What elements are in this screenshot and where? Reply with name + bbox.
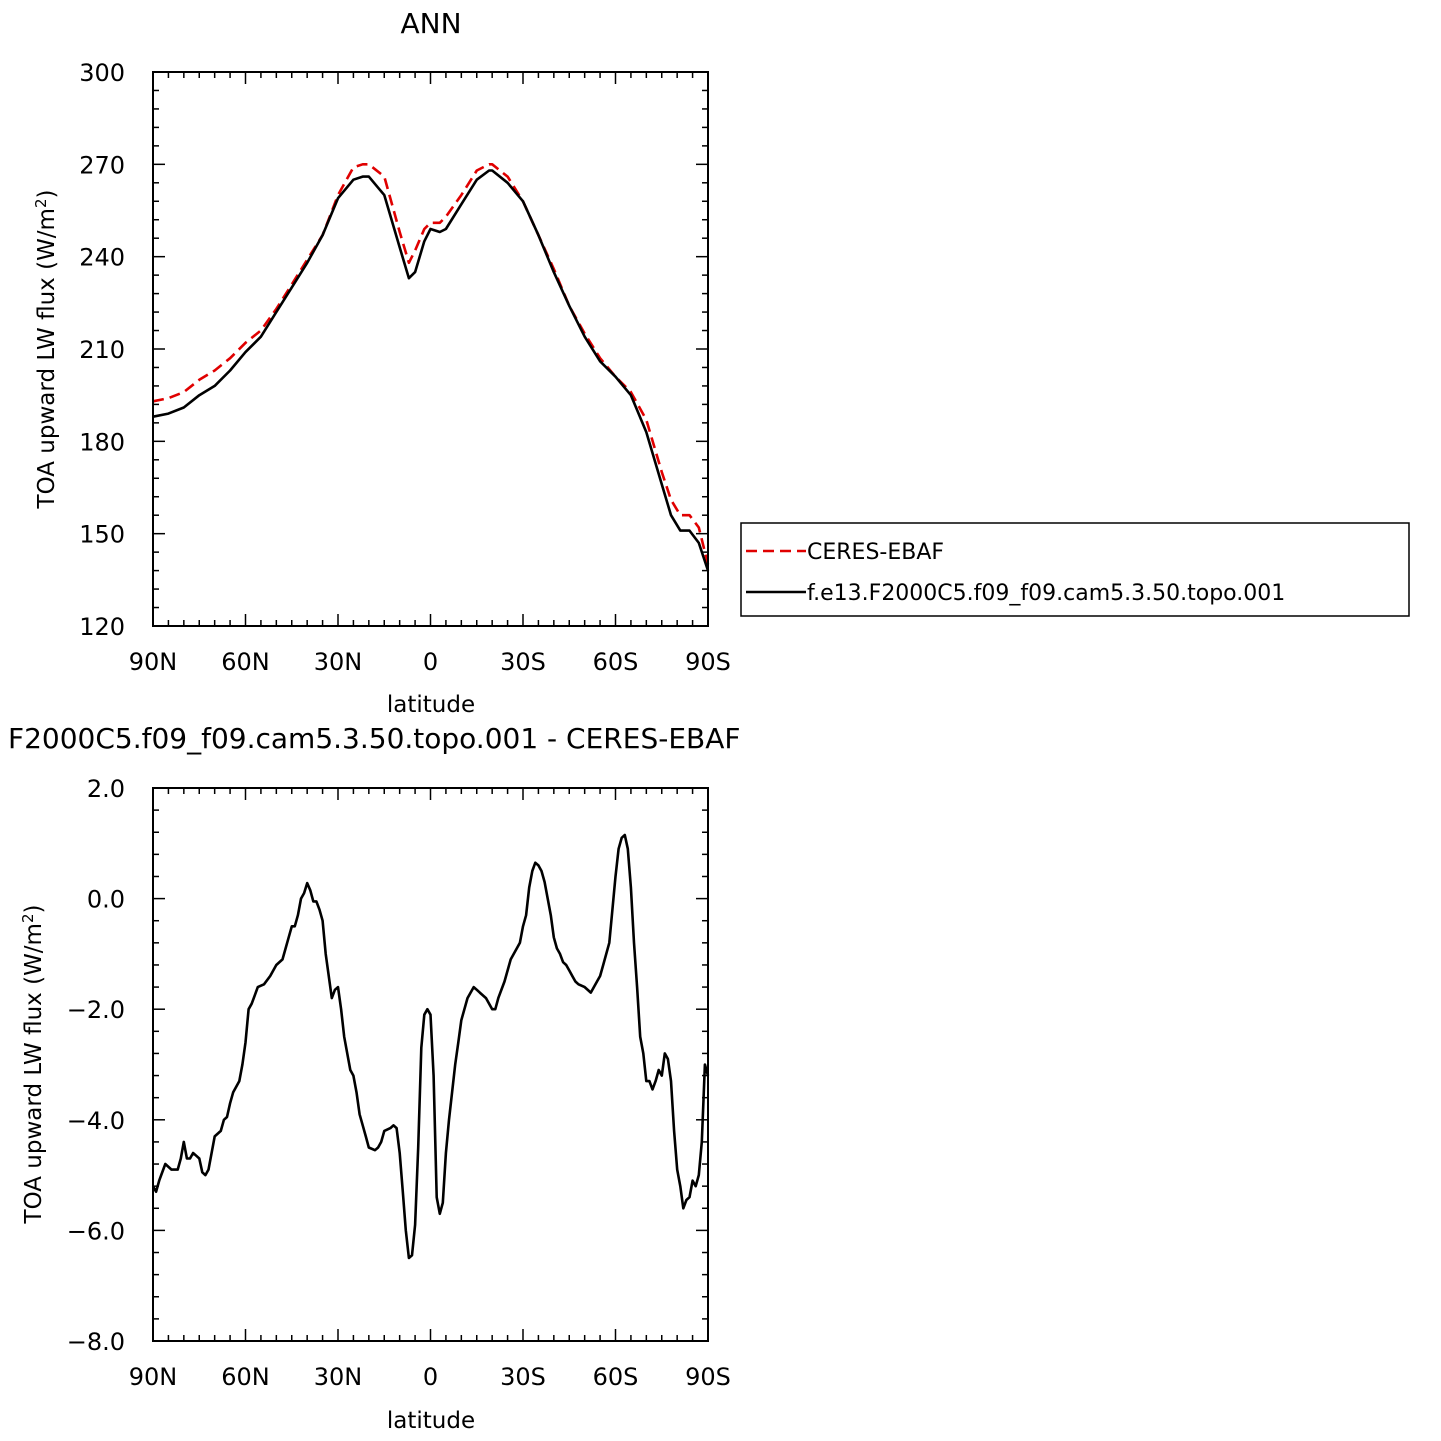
- panel-top-series-2-line: [152, 169, 710, 572]
- panel-top-series-1-line: [152, 163, 710, 565]
- legend-label-model: f.e13.F2000C5.f09_f09.cam5.3.50.topo.001: [807, 581, 1285, 606]
- panel-top-frame: [152, 71, 709, 627]
- panel-bottom-xtick-label: 60S: [593, 1363, 639, 1391]
- panel-bottom-ylabel-sup: 2: [19, 913, 37, 923]
- panel-bottom-xtick-label: 30S: [500, 1363, 546, 1391]
- panel-top-xtick-label: 30N: [314, 648, 363, 676]
- panel-bottom-ytick-label: 0.0: [87, 886, 125, 914]
- legend-box: [740, 522, 1410, 617]
- panel-top-ytick-label: 150: [79, 521, 125, 549]
- panel-bottom-ytick-label: −4.0: [67, 1107, 125, 1135]
- panel-top-ytick-label: 120: [79, 613, 125, 641]
- panel-bottom-ytick-label: 2.0: [87, 775, 125, 803]
- panel-bottom-xtick-label: 60N: [221, 1363, 270, 1391]
- panel-bottom-ytick-label: −8.0: [67, 1328, 125, 1356]
- panel-bottom: F2000C5.f09_f09.cam5.3.50.topo.001 - CER…: [8, 722, 740, 1434]
- panel-top-xtick-label: 90S: [685, 648, 731, 676]
- panel-top-plot: 90N 60N 30N 0 30S 60S 90S 120 150 180 210 240 270 300: [79, 59, 731, 676]
- panel-bottom-series-1-line: [151, 833, 710, 1260]
- panel-bottom-xtick-label: 90N: [129, 1363, 178, 1391]
- panel-bottom-xtick-label: 0: [423, 1363, 438, 1391]
- panel-top-ytick-label: 270: [79, 151, 125, 179]
- panel-bottom-ylabel-close: ): [21, 905, 47, 914]
- panel-top-xtick-label: 60S: [593, 648, 639, 676]
- panel-top-ytick-label: 180: [79, 428, 125, 456]
- legend-label-ceres: CERES-EBAF: [807, 540, 944, 565]
- panel-top-xtick-label: 0: [423, 648, 438, 676]
- panel-bottom-ytick-label: −6.0: [67, 1217, 125, 1245]
- panel-bottom-frame: [152, 787, 709, 1342]
- panel-top-xlabel: latitude: [387, 692, 475, 718]
- panel-top-ytick-label: 210: [79, 336, 125, 364]
- panel-top: ANN 90N 60N 30N 0 30S 60S 90S 120 150 180 210 240 27…: [32, 7, 1410, 718]
- panel-top-ylabel-text: TOA upward LW flux (W/m: [34, 208, 60, 509]
- panel-top-ylabel: TOA upward LW flux (W/m2): [32, 190, 60, 510]
- legend: CERES-EBAF f.e13.F2000C5.f09_f09.cam5.3.…: [740, 522, 1410, 617]
- panel-bottom-plot: 90N 60N 30N 0 30S 60S 90S −8.0 −6.0 −4.0 −2.0 0.0 2.…: [67, 775, 731, 1391]
- panel-top-ytick-label: 300: [79, 59, 125, 87]
- panel-bottom-ylabel-text: TOA upward LW flux (W/m: [21, 923, 47, 1224]
- panel-top-xtick-label: 30S: [500, 648, 546, 676]
- panel-top-title: ANN: [400, 7, 461, 40]
- panel-bottom-title: F2000C5.f09_f09.cam5.3.50.topo.001 - CER…: [8, 722, 740, 755]
- panel-bottom-xtick-label: 90S: [685, 1363, 731, 1391]
- panel-top-ylabel-sup: 2: [32, 198, 50, 208]
- panel-top-ytick-label: 240: [79, 244, 125, 272]
- panel-bottom-ytick-label: −2.0: [67, 996, 125, 1024]
- panel-top-xtick-label: 90N: [129, 648, 178, 676]
- panel-top-xtick-label: 60N: [221, 648, 270, 676]
- panel-top-ylabel-close: ): [34, 190, 60, 199]
- panel-bottom-ylabel: TOA upward LW flux (W/m2): [19, 905, 47, 1225]
- panel-bottom-xtick-label: 30N: [314, 1363, 363, 1391]
- panel-bottom-xlabel: latitude: [387, 1408, 475, 1434]
